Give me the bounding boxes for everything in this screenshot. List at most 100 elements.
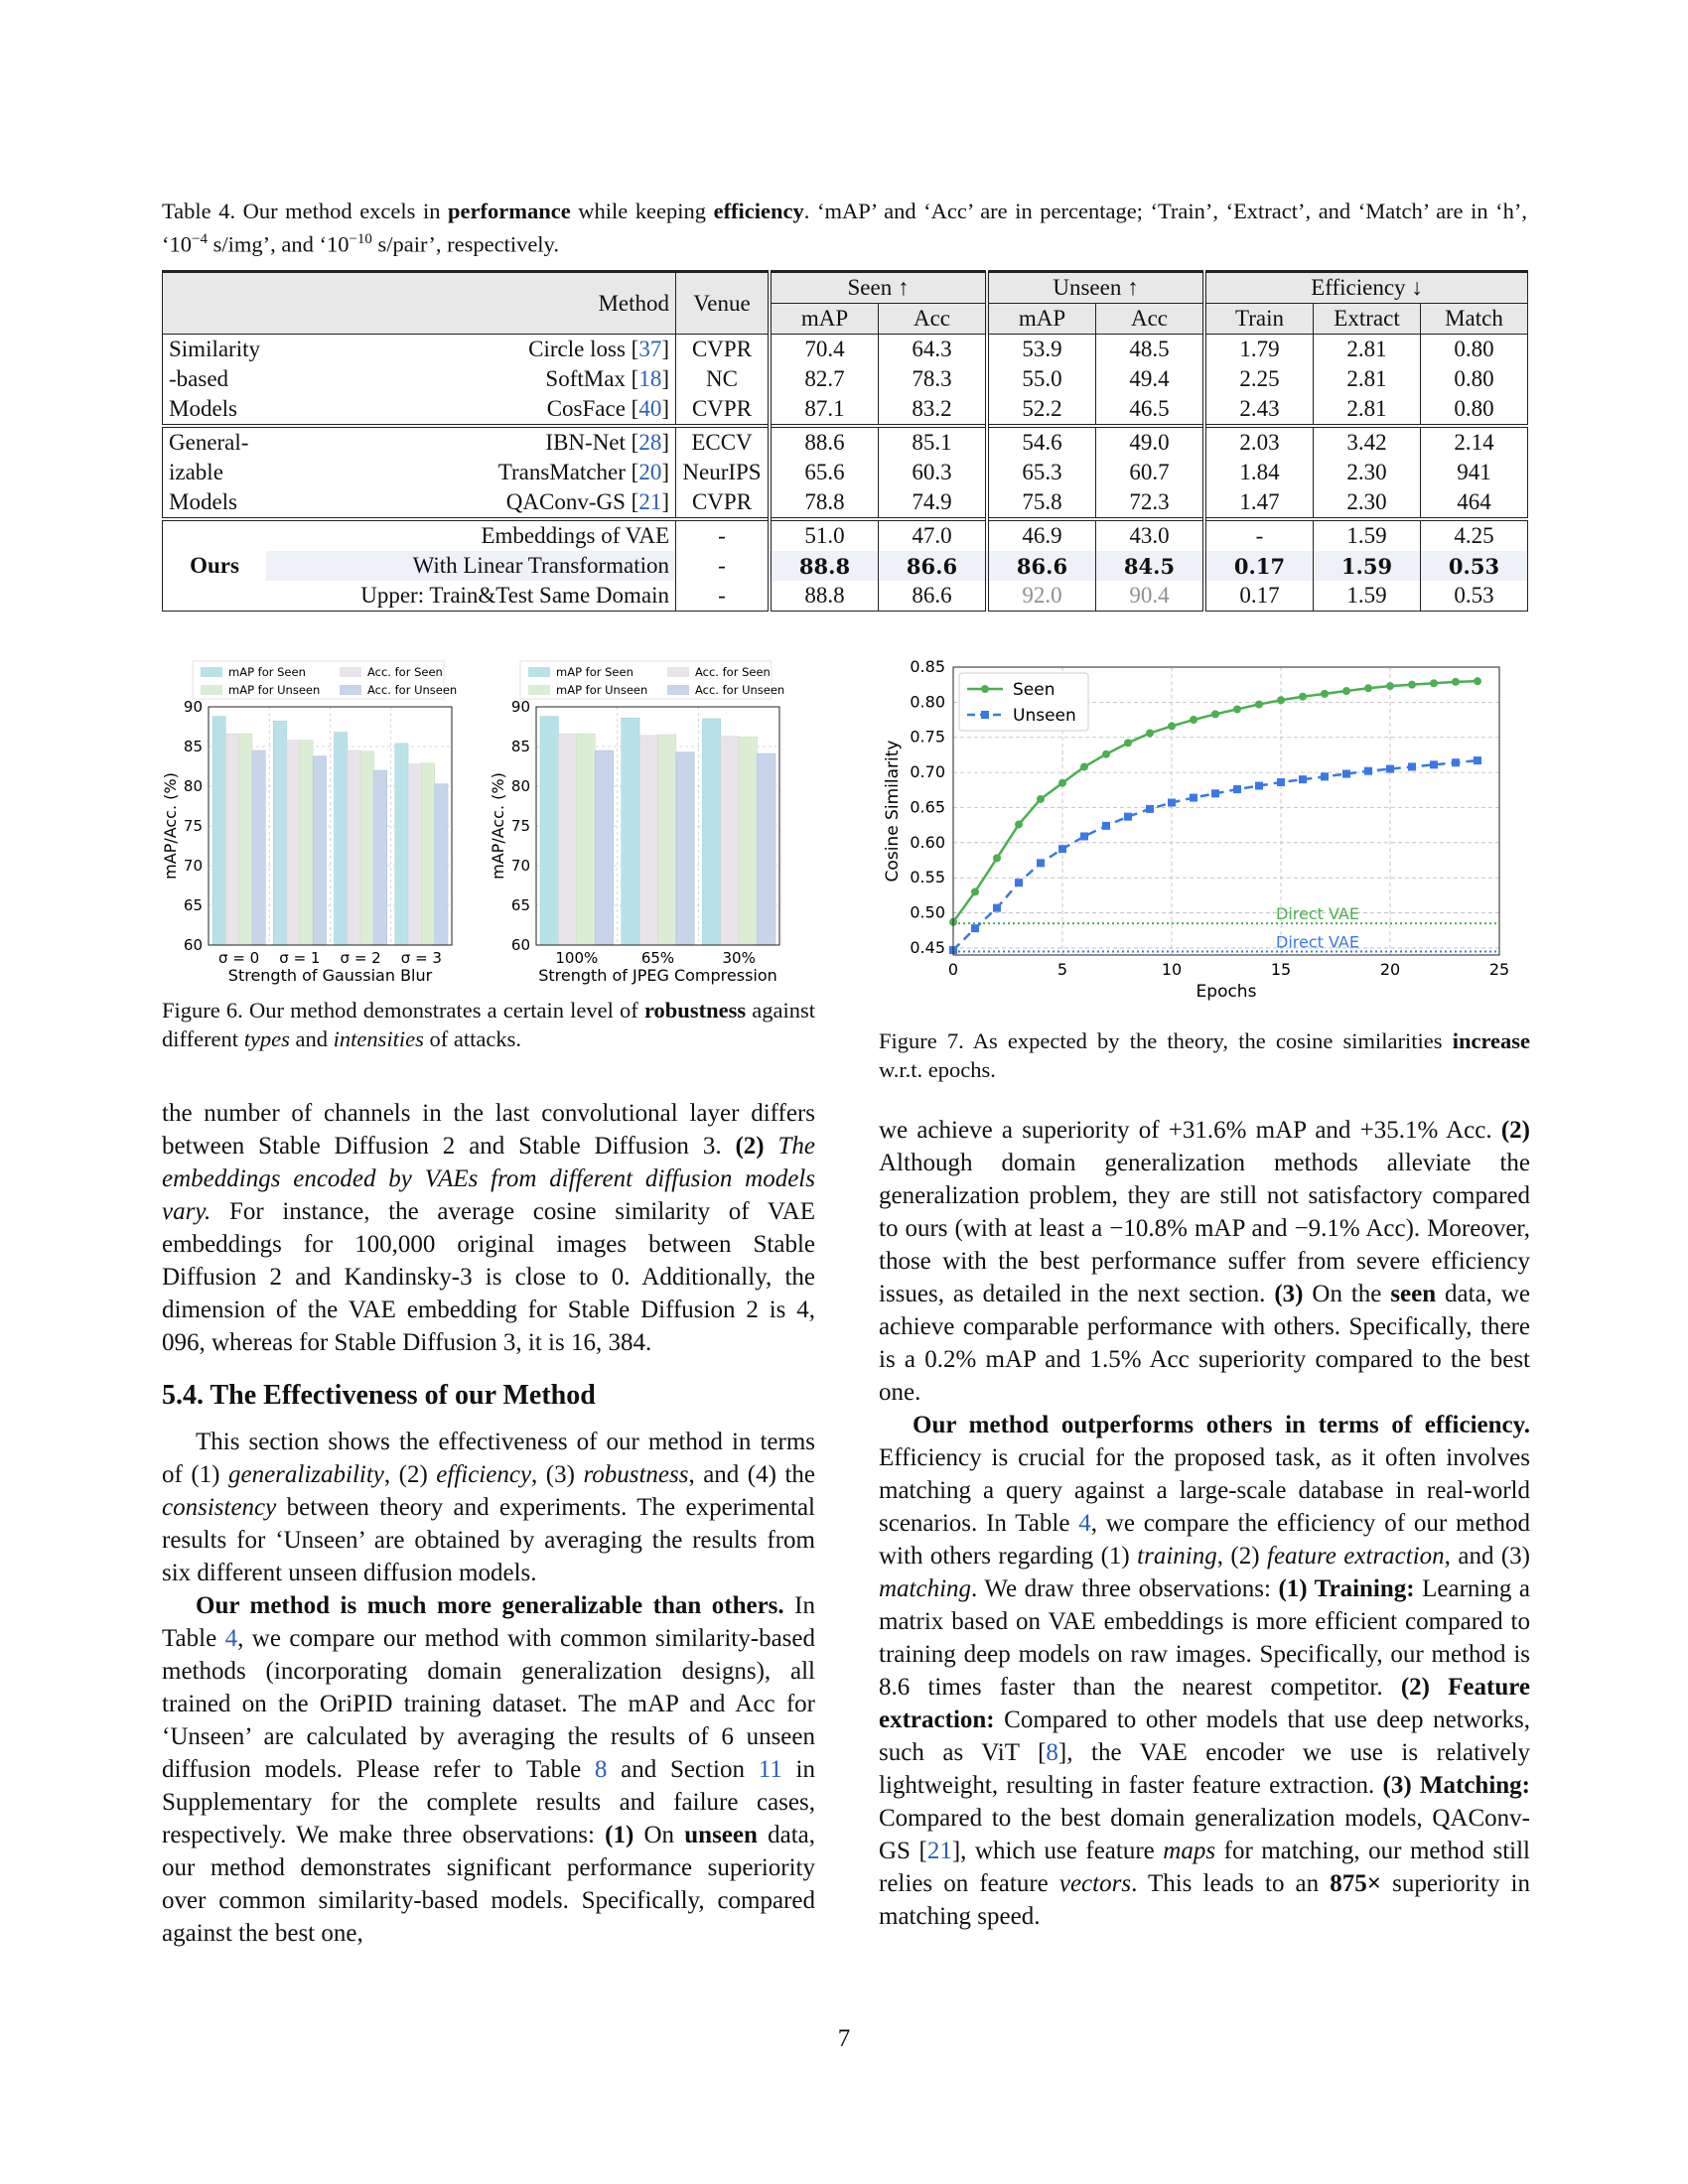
text-run[interactable]: 8	[1046, 1739, 1058, 1766]
venue-cell: NeurIPS	[675, 458, 770, 487]
value-cell: 60.7	[1095, 458, 1204, 487]
method-name: QAConv-GS [21]	[266, 487, 676, 519]
group-label: Models	[162, 394, 266, 426]
data-point	[1255, 700, 1263, 709]
y-axis-label: Cosine Similarity	[883, 741, 903, 883]
text-run: in Supplementary for the complete result…	[162, 1756, 815, 1848]
group-label: Similarity	[162, 334, 266, 364]
value-cell: 2.14	[1420, 424, 1528, 458]
data-point	[1058, 778, 1066, 787]
table-row: Models CosFace [40] CVPR 87.1 83.2 52.2 46.5 2.…	[162, 394, 1528, 426]
citation-link[interactable]: 37	[638, 337, 662, 361]
text-run: training	[1137, 1543, 1217, 1570]
bar	[558, 733, 578, 946]
bracket: [	[625, 460, 639, 484]
header-cell: Match	[1420, 303, 1528, 335]
method-name: IBN-Net [28]	[266, 424, 676, 458]
text-run: maps	[1163, 1838, 1216, 1864]
plot-frame	[208, 706, 453, 946]
value-cell: 88.8	[768, 551, 879, 581]
bracket: ]	[661, 489, 669, 514]
page-number: 7	[837, 2025, 851, 2052]
y-tick-label: 0.50	[910, 903, 945, 922]
text-run: . We draw three observations:	[971, 1575, 1279, 1602]
y-tick-label: 0.45	[910, 938, 945, 957]
group-label: -based	[162, 364, 266, 394]
text-run: seen	[1390, 1281, 1437, 1307]
table-row: Upper: Train&Test Same Domain -88.8 86.6 92…	[162, 581, 1528, 612]
value-cell: 1.59	[1313, 517, 1421, 551]
data-point	[1146, 804, 1154, 813]
method-label: TransMatcher	[497, 460, 626, 484]
text-run[interactable]: 21	[926, 1838, 952, 1864]
bar	[373, 769, 387, 946]
data-point	[1168, 722, 1176, 731]
text-run[interactable]: 11	[758, 1756, 782, 1783]
data-point	[993, 854, 1001, 863]
legend-label: Unseen	[1013, 706, 1076, 726]
x-tick-label: σ = 3	[401, 949, 442, 967]
citation-link[interactable]: 20	[638, 460, 662, 484]
method-name: Embeddings of VAE	[266, 517, 676, 551]
text-run[interactable]: 4	[1078, 1510, 1091, 1537]
citation-link[interactable]: 28	[638, 430, 662, 455]
x-tick-label: 5	[1057, 960, 1067, 979]
value-cell: 2.43	[1202, 394, 1314, 426]
bracket: ]	[661, 366, 669, 391]
data-point	[1342, 687, 1350, 696]
legend-swatch	[667, 667, 689, 677]
y-tick-label: 60	[511, 936, 530, 954]
value-cell: 1.47	[1202, 487, 1314, 519]
citation-link[interactable]: 18	[638, 366, 662, 391]
text-run: superiority in matching speed.	[879, 1870, 1530, 1930]
method-name: With Linear Transformation	[266, 551, 676, 581]
text-run: robustness	[583, 1461, 689, 1488]
method-label: Upper: Train&Test Same Domain	[360, 583, 669, 608]
value-cell: 0.80	[1420, 394, 1528, 426]
figure-7-chart: 0.45 0.50 0.55 0.60 0.65 0.70 0.75 0.80 0.85 0 5 10…	[883, 657, 1509, 1002]
text-run: for matching, our method still relies on…	[879, 1838, 1530, 1897]
text-run[interactable]: 4	[224, 1625, 238, 1652]
plot-frame	[952, 666, 1500, 956]
data-point	[1058, 845, 1066, 854]
text-run: This section shows the effectiveness of …	[162, 1429, 815, 1488]
right-paragraph-1: we achieve a superiority of +31.6% mAP a…	[879, 1114, 1530, 1409]
text-run: consistency	[162, 1494, 277, 1521]
bar	[238, 733, 253, 946]
text-run: w.r.t. epochs.	[879, 1057, 996, 1082]
text-run: Figure 6. Our method demonstrates a cert…	[162, 998, 644, 1023]
value-cell: 1.79	[1202, 334, 1314, 364]
legend-label: Seen	[1013, 680, 1055, 700]
y-tick-label: 70	[511, 857, 530, 875]
table-row: izable TransMatcher [20] NeurIPS 65.6 60.3 65…	[162, 458, 1528, 487]
text-run: (3) Matching:	[1382, 1772, 1531, 1799]
x-tick-label: 15	[1271, 960, 1291, 979]
venue-cell: CVPR	[675, 394, 770, 426]
right-paragraph-2: Our method outperforms others in terms o…	[879, 1409, 1530, 1933]
method-name: SoftMax [18]	[266, 364, 676, 394]
group-label: Models	[162, 487, 266, 519]
data-point	[1277, 778, 1285, 786]
table-row: Ours With Linear Transformation -88.8 86.6 8…	[162, 551, 1528, 581]
citation-link[interactable]: 21	[638, 489, 662, 514]
text-run: (2) Feature extraction:	[879, 1674, 1530, 1733]
value-cell: 0.80	[1420, 364, 1528, 394]
method-label: SoftMax	[545, 366, 626, 391]
bar	[225, 733, 239, 946]
text-run: Efficiency is crucial for the proposed t…	[879, 1444, 1530, 1537]
bar	[286, 740, 301, 946]
header-cell: Acc	[878, 303, 987, 335]
y-tick-label: 90	[511, 698, 530, 716]
data-point	[993, 903, 1001, 912]
value-cell: 43.0	[1095, 517, 1204, 551]
data-point	[1364, 684, 1372, 693]
citation-link[interactable]: 40	[638, 396, 662, 421]
y-tick-label: 80	[184, 777, 203, 795]
value-cell: 88.8	[768, 581, 879, 612]
text-run: performance	[448, 199, 571, 223]
bar-chart-1: 60 65 70 75 80 85 90 100% 65% 30%Strength of JPEG…	[489, 660, 784, 985]
value-cell: 72.3	[1095, 487, 1204, 519]
text-run[interactable]: 8	[594, 1756, 608, 1783]
value-cell: 2.03	[1202, 424, 1314, 458]
